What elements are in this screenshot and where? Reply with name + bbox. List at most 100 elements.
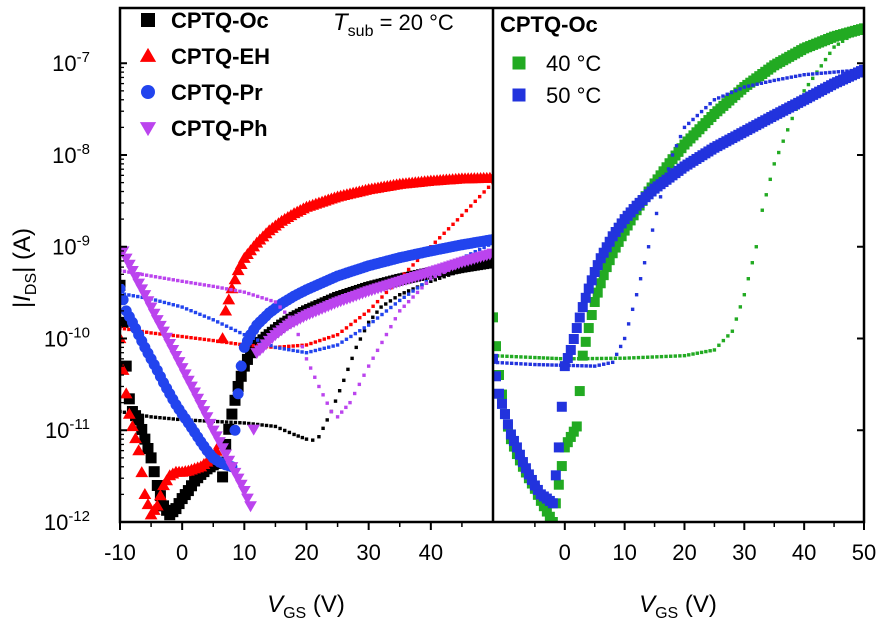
gate-current-point [514, 355, 518, 359]
gate-current-point [158, 415, 162, 420]
gate-current-point [415, 258, 420, 263]
gate-current-point [655, 355, 659, 359]
gate-current-point [215, 419, 220, 424]
gate-current-point [793, 74, 798, 79]
gate-current-point [455, 218, 460, 222]
gate-current-point [207, 283, 211, 288]
gate-current-point [482, 190, 486, 194]
data-point [595, 253, 606, 264]
gate-current-point [786, 128, 790, 132]
gate-current-point [802, 89, 806, 93]
data-point [231, 473, 245, 485]
data-point [120, 316, 129, 328]
gate-current-point [708, 101, 712, 106]
gate-current-point [167, 301, 171, 306]
gate-current-point [176, 278, 180, 283]
gate-current-point [122, 327, 127, 331]
gate-current-point [260, 423, 264, 427]
gate-current-point [349, 334, 353, 339]
gate-current-point [144, 273, 149, 277]
gate-current-point [411, 263, 415, 267]
gate-current-point [528, 362, 532, 367]
data-point [562, 437, 573, 448]
gate-current-point [840, 39, 845, 43]
data-point [232, 380, 244, 392]
gate-current-point [242, 332, 247, 337]
gate-current-point [264, 297, 269, 301]
gate-current-point [664, 354, 668, 359]
gate-current-point [618, 344, 623, 349]
gate-current-point [325, 418, 329, 422]
gate-current-point [296, 434, 300, 438]
gate-current-point [781, 77, 785, 81]
gate-current-point [184, 307, 189, 311]
data-point [493, 341, 501, 352]
gate-current-point [571, 363, 576, 368]
data-point [133, 414, 145, 426]
y-tick-label: 10-10 [44, 324, 90, 351]
left-x-tick-label: 10 [232, 540, 256, 565]
gate-current-point [229, 326, 233, 330]
gate-current-point [184, 280, 189, 284]
gate-current-point [673, 354, 677, 358]
gate-current-point [546, 363, 550, 367]
gate-current-point [500, 361, 505, 365]
gate-current-point [772, 162, 776, 166]
data-point [237, 485, 251, 497]
gate-current-point [220, 286, 224, 290]
data-point [493, 371, 501, 382]
gate-current-point [389, 305, 393, 310]
gate-current-point [335, 332, 340, 337]
data-point [241, 493, 254, 505]
gate-current-point [327, 335, 331, 340]
data-point [598, 270, 609, 281]
gate-current-point [828, 51, 832, 56]
gate-current-point [763, 80, 768, 85]
data-point [568, 334, 579, 345]
data-point [120, 387, 133, 399]
gate-current-point [811, 76, 815, 81]
gate-current-point [614, 352, 619, 357]
data-point [225, 462, 239, 474]
gate-current-point [224, 324, 229, 328]
gate-current-point [626, 322, 631, 326]
legend-label: 40 °C [546, 51, 601, 76]
data-point [194, 400, 208, 412]
gate-current-point [514, 361, 518, 366]
data-point [163, 338, 177, 350]
data-point [139, 433, 151, 445]
gate-current-point [613, 356, 618, 360]
gate-current-point [211, 318, 215, 322]
gate-current-point [322, 346, 326, 350]
gate-current-point [746, 84, 751, 88]
gate-current-point [362, 328, 367, 333]
data-point [145, 452, 157, 464]
gate-current-point [429, 279, 433, 284]
gate-current-point [353, 331, 358, 336]
gate-current-point [176, 304, 180, 308]
gate-current-point [609, 356, 613, 361]
gate-current-point [220, 322, 224, 326]
gate-current-point [380, 312, 384, 317]
gate-current-point [313, 340, 318, 344]
gate-current-point [446, 227, 451, 231]
data-point [526, 474, 537, 485]
gate-current-point [167, 416, 171, 421]
legend-marker [512, 88, 526, 102]
gate-current-point [357, 382, 362, 387]
data-point [499, 409, 510, 420]
data-point [553, 442, 564, 453]
gate-current-point [584, 364, 588, 368]
gate-current-point [721, 338, 726, 343]
data-point [120, 332, 127, 344]
right-x-tick-label: 40 [792, 540, 816, 565]
gate-current-point [477, 194, 482, 199]
gate-current-point [751, 83, 755, 87]
series-1 [493, 64, 864, 509]
gate-current-point [318, 347, 322, 352]
gate-current-point [537, 362, 541, 367]
gate-current-point [273, 345, 278, 350]
legend-label: CPTQ-Ph [171, 116, 268, 141]
gate-current-point [716, 96, 721, 100]
gate-current-point [420, 286, 424, 290]
